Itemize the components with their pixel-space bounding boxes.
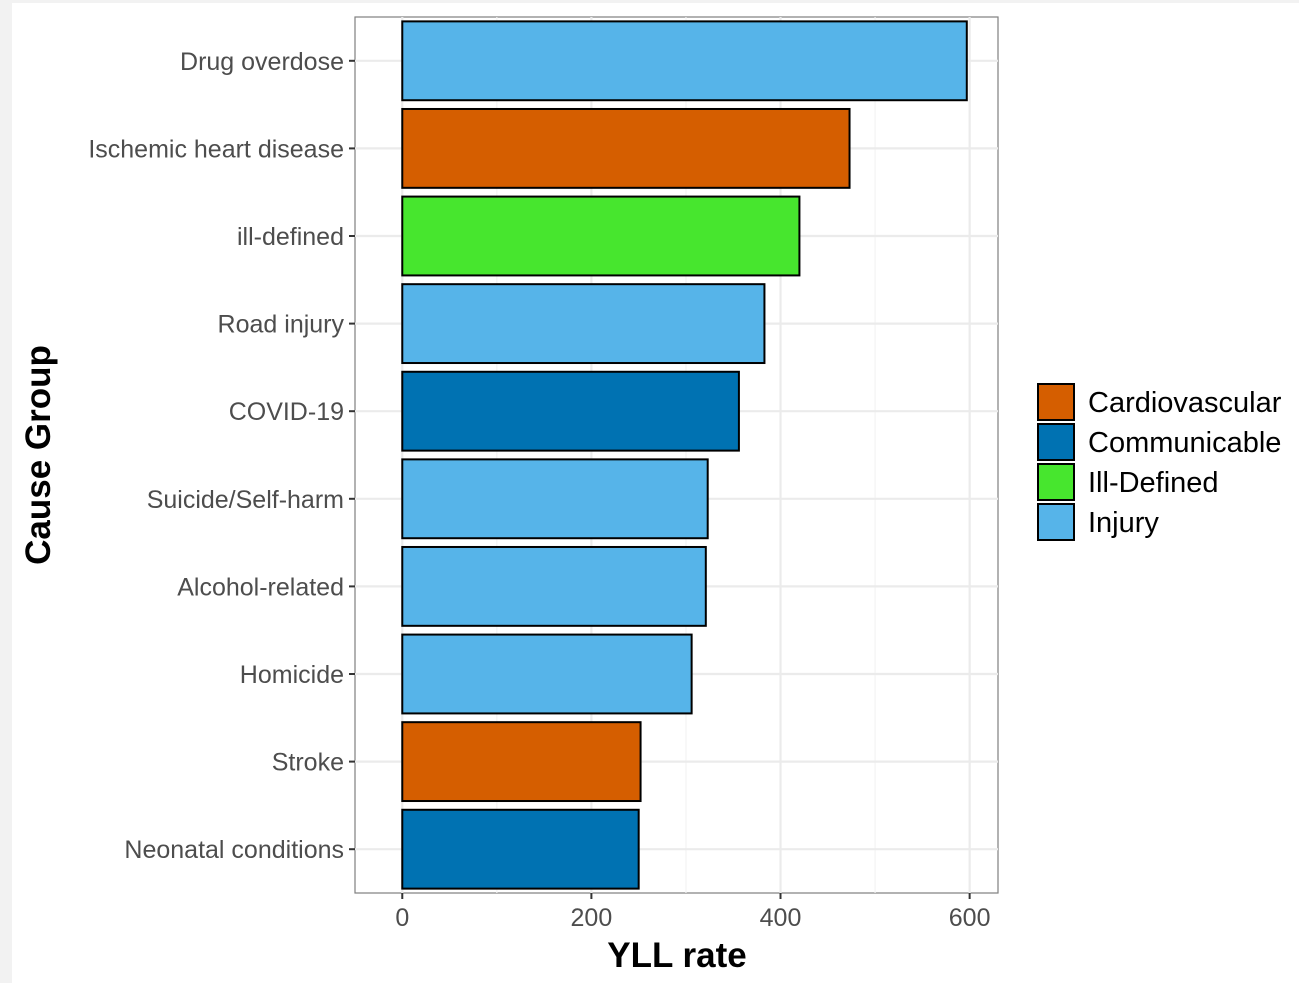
bar [401,195,801,277]
x-tick-label: 200 [571,904,613,932]
y-tick-label: ill-defined [237,223,344,251]
bars [401,20,968,890]
bar [401,808,640,890]
y-axis-title: Cause Group [19,345,58,565]
legend-label: Communicable [1088,427,1281,459]
legend-label: Cardiovascular [1088,387,1282,419]
legend-key [1037,383,1075,421]
legend-key [1037,503,1075,541]
y-tick-label: Suicide/Self-harm [147,486,344,514]
frame-border-left [0,0,12,983]
legend-key [1037,463,1075,501]
bar [401,633,693,715]
bar [401,458,709,540]
y-tick-label: Drug overdose [180,48,344,76]
bar [401,283,766,365]
y-tick-label: Ischemic heart disease [88,135,344,163]
bar [401,545,707,627]
bar [401,370,740,452]
y-tick-label: Stroke [272,749,344,777]
frame-border-top [0,0,1299,3]
legend-label: Injury [1088,507,1159,539]
x-axis: 0 200 400 600 [395,893,990,932]
legend-key [1037,423,1075,461]
bar [401,107,851,189]
x-tick-label: 400 [760,904,802,932]
y-tick-label: Alcohol-related [177,573,344,601]
x-axis-title: YLL rate [607,936,746,975]
legend-label: Ill-Defined [1088,467,1219,499]
legend: Cardiovascular Communicable Ill-Defined Inj… [1037,383,1282,541]
y-tick-label: Neonatal conditions [124,836,344,864]
bar [401,721,642,803]
x-tick-label: 0 [395,904,409,932]
y-tick-label: Homicide [240,661,344,689]
bar [401,20,968,102]
x-tick-label: 600 [949,904,991,932]
y-axis: Drug overdose Ischemic heart disease ill-d… [88,48,355,864]
y-tick-label: Road injury [218,311,345,339]
y-tick-label: COVID-19 [229,398,344,426]
